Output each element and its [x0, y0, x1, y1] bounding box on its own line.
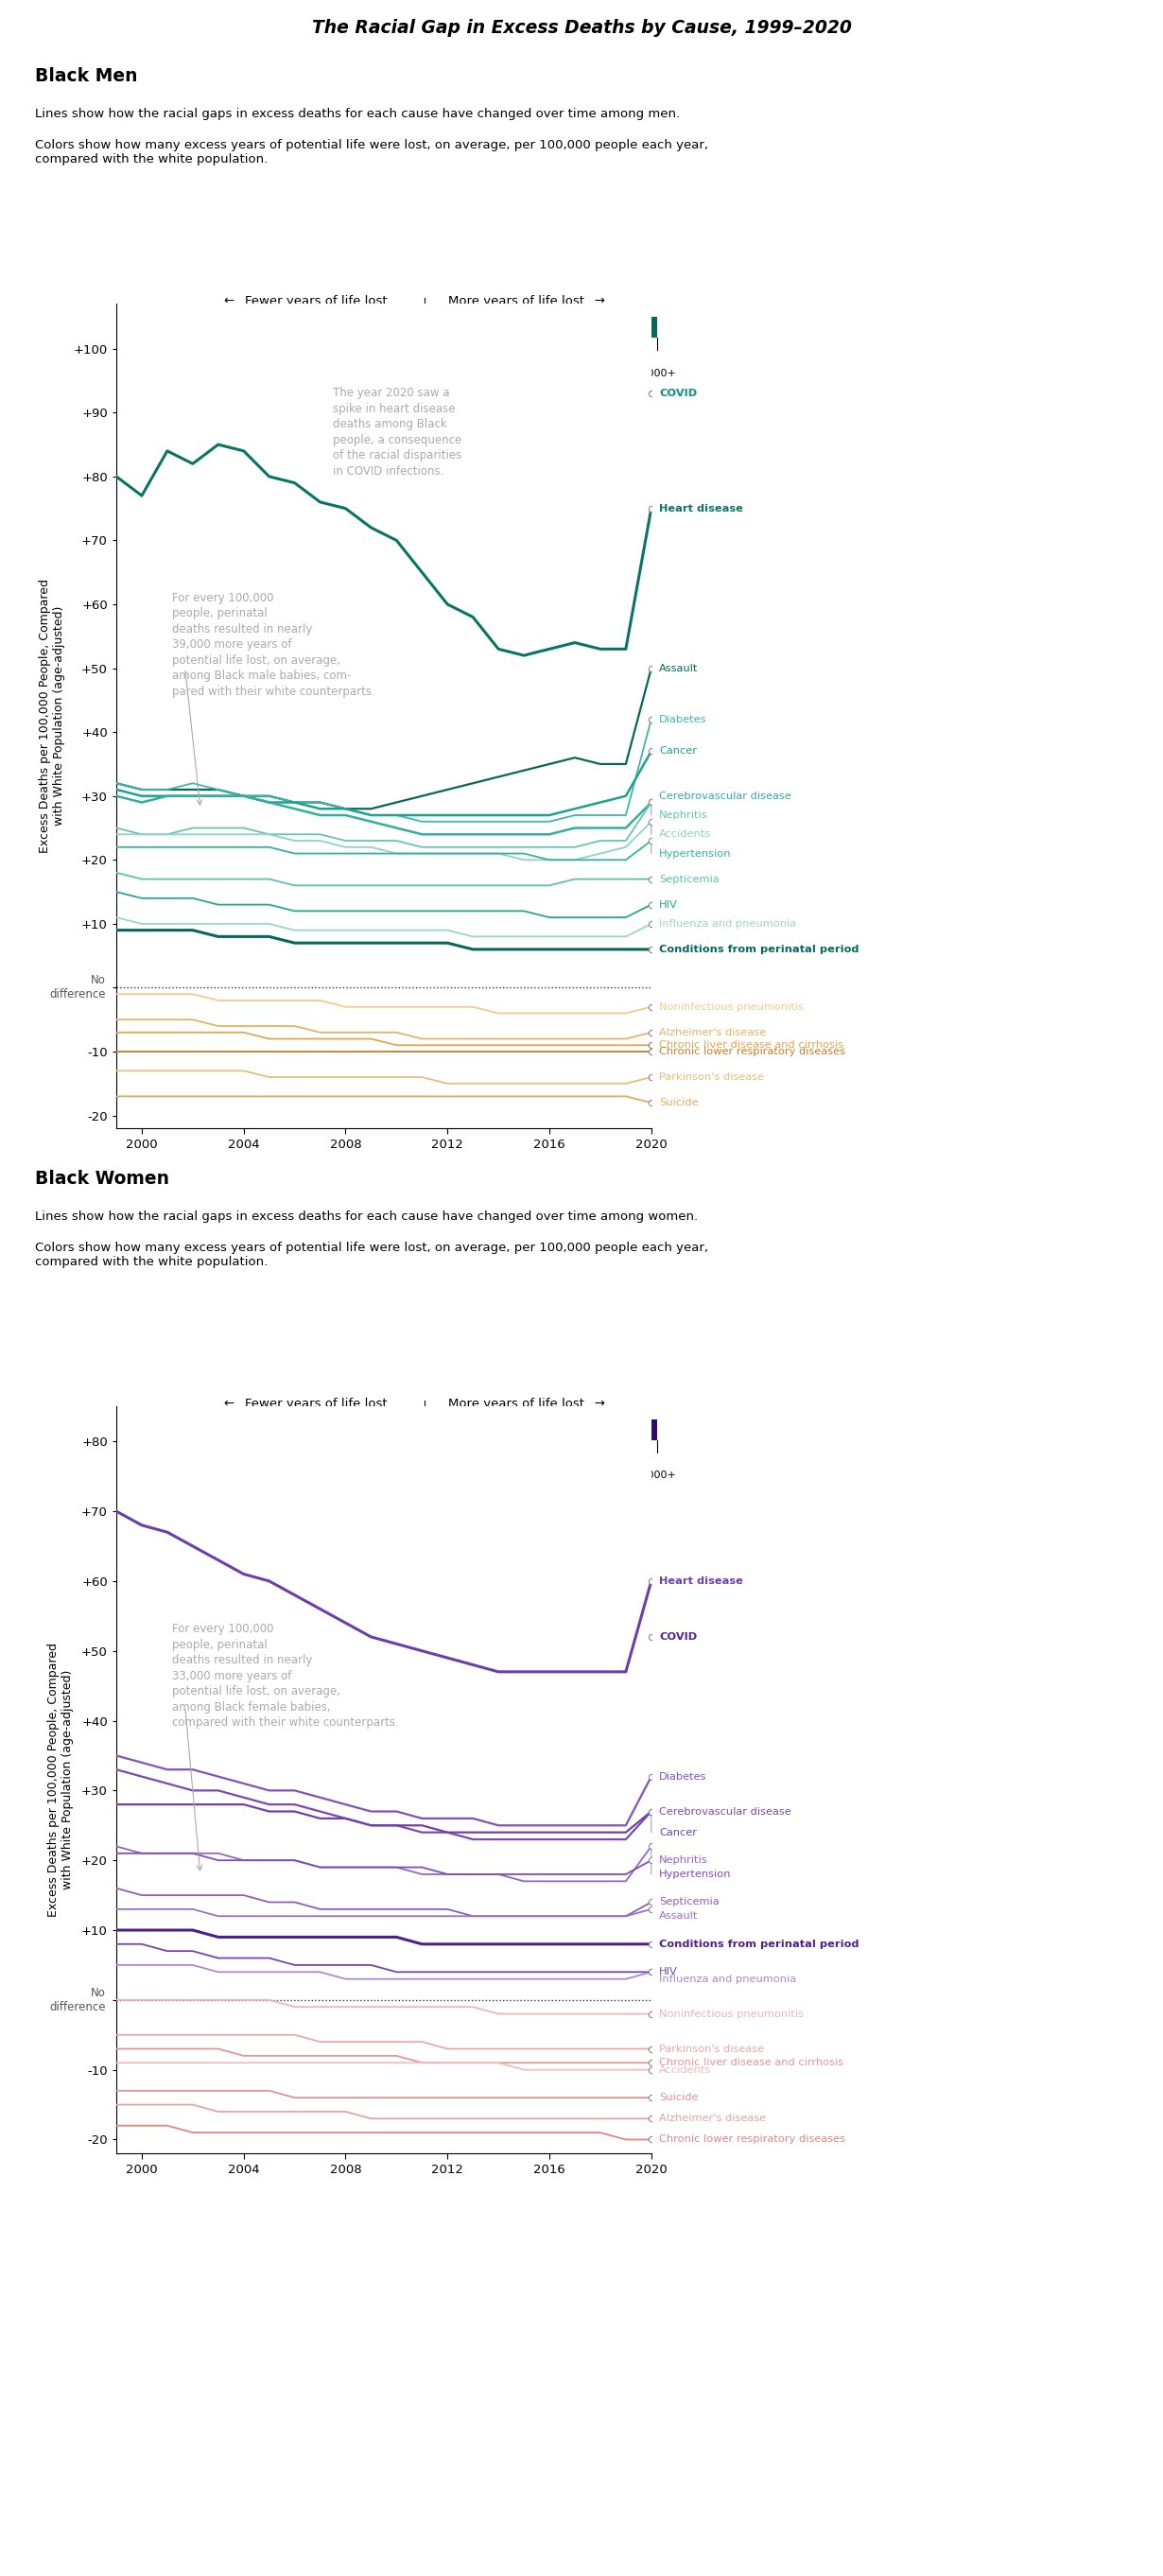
Text: Alzheimer's disease: Alzheimer's disease: [659, 2115, 766, 2123]
Text: No difference: No difference: [388, 1471, 461, 1481]
Text: Septicemia: Septicemia: [659, 873, 719, 884]
Text: Parkinson's disease: Parkinson's disease: [659, 1072, 764, 1082]
Text: Cancer: Cancer: [659, 1826, 697, 1837]
Text: For every 100,000
people, perinatal
deaths resulted in nearly
39,000 more years : For every 100,000 people, perinatal deat…: [172, 592, 376, 698]
Text: Noninfectious pneumonitis: Noninfectious pneumonitis: [659, 1002, 804, 1012]
Text: Chronic lower respiratory diseases: Chronic lower respiratory diseases: [659, 1046, 846, 1056]
Text: Lines show how the racial gaps in excess deaths for each cause have changed over: Lines show how the racial gaps in excess…: [35, 1211, 698, 1224]
Text: 1,000: 1,000: [487, 368, 516, 379]
Text: 1,000: 1,000: [333, 368, 362, 379]
Text: ←  Fewer years of life lost: ← Fewer years of life lost: [224, 296, 387, 307]
Text: No
difference: No difference: [49, 1986, 106, 2014]
Text: Accidents: Accidents: [659, 829, 711, 840]
Text: More years of life lost  →: More years of life lost →: [449, 1399, 605, 1409]
Text: 3,000+: 3,000+: [172, 368, 212, 379]
Text: HIV: HIV: [659, 899, 678, 909]
Text: ←  Fewer years of life lost: ← Fewer years of life lost: [224, 1399, 387, 1409]
Text: Influenza and pneumonia: Influenza and pneumonia: [659, 1973, 797, 1984]
Text: Parkinson's disease: Parkinson's disease: [659, 2045, 764, 2053]
Text: Colors show how many excess years of potential life were lost, on average, per 1: Colors show how many excess years of pot…: [35, 1242, 708, 1267]
Text: Alzheimer's disease: Alzheimer's disease: [659, 1028, 766, 1038]
Text: 1,000: 1,000: [333, 1471, 362, 1481]
Text: COVID: COVID: [659, 389, 697, 399]
Text: More years of life lost  →: More years of life lost →: [449, 296, 605, 307]
Text: Suicide: Suicide: [659, 1097, 698, 1108]
Text: For every 100,000
people, perinatal
deaths resulted in nearly
33,000 more years : For every 100,000 people, perinatal deat…: [172, 1623, 399, 1728]
Text: 2,000: 2,000: [255, 1471, 285, 1481]
Text: Chronic liver disease and cirrhosis: Chronic liver disease and cirrhosis: [659, 2058, 843, 2069]
Y-axis label: Excess Deaths per 100,000 People, Compared
with White Population (age-adjusted): Excess Deaths per 100,000 People, Compar…: [40, 580, 65, 853]
Text: COVID: COVID: [659, 1633, 697, 1641]
Text: Septicemia: Septicemia: [659, 1899, 719, 1906]
Text: No
difference: No difference: [49, 974, 106, 1002]
Text: Diabetes: Diabetes: [659, 714, 707, 724]
Text: Colors show how many excess years of potential life were lost, on average, per 1: Colors show how many excess years of pot…: [35, 139, 708, 165]
Text: Heart disease: Heart disease: [659, 1577, 743, 1587]
Text: Lines show how the racial gaps in excess deaths for each cause have changed over: Lines show how the racial gaps in excess…: [35, 108, 680, 121]
Text: Chronic lower respiratory diseases: Chronic lower respiratory diseases: [659, 2136, 846, 2143]
Text: Nephritis: Nephritis: [659, 811, 708, 819]
Text: HIV: HIV: [659, 1968, 678, 1976]
Text: 3,000+: 3,000+: [637, 368, 677, 379]
Text: Noninfectious pneumonitis: Noninfectious pneumonitis: [659, 2009, 804, 2020]
Text: Suicide: Suicide: [659, 2092, 698, 2102]
Text: Black Men: Black Men: [35, 67, 137, 85]
Text: Conditions from perinatal period: Conditions from perinatal period: [659, 945, 859, 953]
Text: Chronic liver disease and cirrhosis: Chronic liver disease and cirrhosis: [659, 1041, 843, 1051]
Text: Assault: Assault: [659, 665, 698, 672]
Text: No difference: No difference: [388, 368, 461, 379]
Text: Conditions from perinatal period: Conditions from perinatal period: [659, 1940, 859, 1950]
Text: Heart disease: Heart disease: [659, 505, 743, 513]
Text: 3,000+: 3,000+: [172, 1471, 212, 1481]
Text: Cerebrovascular disease: Cerebrovascular disease: [659, 791, 791, 801]
Text: Accidents: Accidents: [659, 2066, 711, 2074]
Text: The Racial Gap in Excess Deaths by Cause, 1999–2020: The Racial Gap in Excess Deaths by Cause…: [312, 21, 851, 36]
Text: 2,000: 2,000: [564, 368, 594, 379]
Text: Nephritis: Nephritis: [659, 1855, 708, 1865]
Text: Hypertension: Hypertension: [659, 848, 732, 858]
Text: Influenza and pneumonia: Influenza and pneumonia: [659, 920, 797, 927]
Y-axis label: Excess Deaths per 100,000 People, Compared
with White Population (age-adjusted): Excess Deaths per 100,000 People, Compar…: [47, 1643, 73, 1917]
Text: 3,000+: 3,000+: [637, 1471, 677, 1481]
Text: 1,000: 1,000: [487, 1471, 516, 1481]
Text: 2,000: 2,000: [255, 368, 285, 379]
Text: Hypertension: Hypertension: [659, 1870, 732, 1878]
Text: Assault: Assault: [659, 1911, 698, 1922]
Text: Cancer: Cancer: [659, 747, 697, 755]
Text: The year 2020 saw a
spike in heart disease
deaths among Black
people, a conseque: The year 2020 saw a spike in heart disea…: [333, 386, 462, 477]
Text: Black Women: Black Women: [35, 1170, 169, 1188]
Text: Diabetes: Diabetes: [659, 1772, 707, 1780]
Text: 2,000: 2,000: [564, 1471, 594, 1481]
Text: Cerebrovascular disease: Cerebrovascular disease: [659, 1806, 791, 1816]
